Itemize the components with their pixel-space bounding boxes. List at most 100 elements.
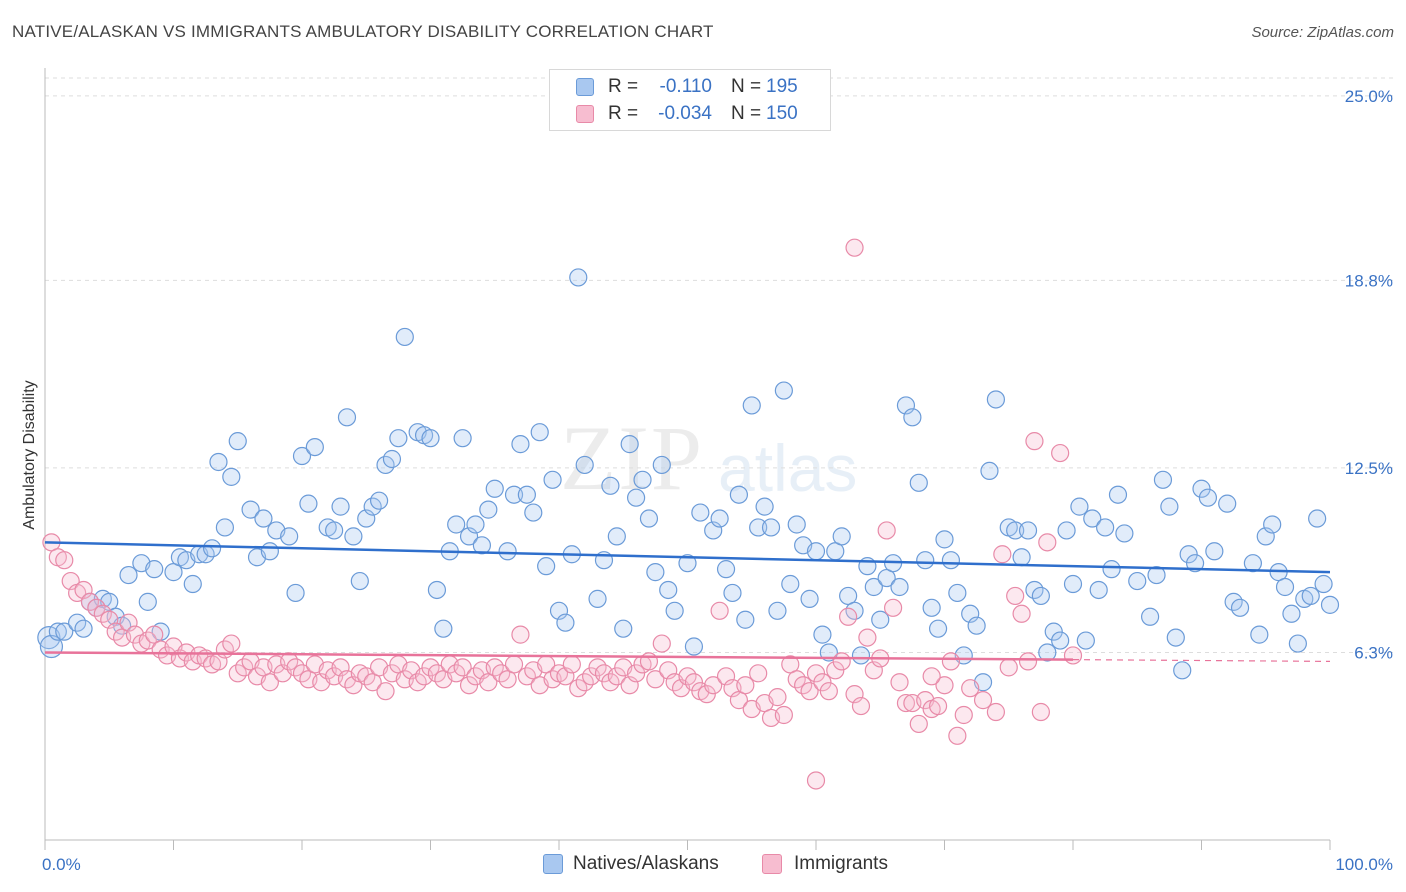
- immigrant-point: [973, 691, 993, 710]
- native-point: [941, 551, 961, 570]
- immigrant-point: [896, 693, 916, 713]
- immigrant-point: [1006, 586, 1025, 606]
- native-point: [768, 601, 787, 620]
- native-point: [1044, 622, 1063, 641]
- native-point: [286, 583, 305, 603]
- native-point: [1070, 497, 1089, 516]
- r-label: R =: [608, 103, 639, 124]
- native-point: [1108, 485, 1128, 504]
- native-point: [607, 527, 626, 546]
- native-point: [325, 521, 344, 540]
- native-point: [511, 435, 530, 454]
- native-point: [1057, 521, 1076, 540]
- legend-swatch-immigrants: [762, 854, 782, 874]
- immigrant-point: [883, 598, 903, 617]
- chart-title: NATIVE/ALASKAN VS IMMIGRANTS AMBULATORY …: [12, 22, 714, 41]
- native-point: [1166, 628, 1185, 647]
- native-point: [1263, 515, 1282, 534]
- stats-box: R = -0.110 N = 195 R = -0.034 N = 150: [549, 69, 831, 131]
- native-point: [1198, 488, 1218, 507]
- n-value: 150: [766, 103, 798, 124]
- native-point: [370, 491, 389, 510]
- native-point: [749, 518, 768, 537]
- x-tick-label: 100.0%: [1335, 855, 1393, 874]
- native-point: [626, 488, 646, 507]
- immigrants-swatch: [576, 105, 594, 123]
- native-point: [800, 589, 819, 608]
- immigrant-point: [260, 673, 279, 692]
- native-point: [1320, 595, 1340, 614]
- legend-label-immigrants: Immigrants: [794, 853, 888, 874]
- native-point: [646, 563, 665, 582]
- native-point: [1031, 586, 1050, 606]
- immigrant-point: [1031, 702, 1050, 722]
- immigrant-point: [890, 673, 909, 692]
- immigrant-point: [704, 676, 723, 695]
- immigrant-point: [813, 673, 832, 692]
- native-point: [145, 560, 164, 579]
- immigrant-point: [222, 634, 241, 653]
- immigrant-point: [459, 676, 479, 695]
- native-point: [421, 429, 440, 448]
- native-point: [556, 613, 575, 632]
- native-point: [183, 574, 202, 594]
- native-point: [1063, 574, 1083, 594]
- native-point: [948, 583, 967, 603]
- n-label: N =: [731, 103, 762, 124]
- immigrant-point: [1051, 443, 1070, 463]
- immigrant-point: [697, 685, 716, 704]
- r-value: -0.034: [658, 103, 712, 124]
- immigrant-point: [806, 664, 826, 683]
- immigrant-point: [774, 705, 793, 725]
- native-point: [472, 536, 491, 555]
- immigrant-point: [800, 682, 819, 701]
- y-tick-label: 18.8%: [1345, 271, 1393, 290]
- native-point: [1128, 571, 1147, 591]
- immigrant-point: [819, 682, 838, 701]
- native-point: [729, 485, 749, 504]
- immigrant-point: [858, 628, 877, 647]
- r-label: R =: [608, 76, 639, 97]
- immigrant-point: [922, 667, 941, 686]
- native-point: [1173, 661, 1192, 680]
- y-tick-label: 6.3%: [1354, 643, 1393, 662]
- x-tick-label: 0.0%: [42, 855, 81, 874]
- native-point: [639, 509, 659, 528]
- native-point: [1314, 574, 1333, 594]
- immigrant-point: [954, 705, 973, 725]
- immigrant-point: [562, 655, 581, 674]
- immigrant-point: [1018, 652, 1038, 671]
- native-point: [119, 565, 138, 585]
- legend-label-natives: Natives/Alaskans: [573, 853, 719, 874]
- native-point: [1096, 518, 1115, 537]
- native-point: [1243, 554, 1263, 573]
- native-point: [787, 515, 806, 534]
- native-point: [1288, 634, 1307, 653]
- native-point: [1230, 598, 1250, 617]
- immigrant-point: [1025, 432, 1044, 451]
- immigrant-point: [684, 673, 704, 692]
- native-point: [209, 452, 228, 472]
- native-point: [48, 622, 67, 641]
- immigrant-point: [832, 652, 851, 671]
- native-point: [620, 435, 639, 454]
- native-point: [138, 592, 157, 611]
- immigrant-point: [736, 676, 755, 695]
- immigrant-point: [1063, 646, 1083, 665]
- native-point: [871, 610, 890, 629]
- native-point: [331, 497, 350, 516]
- native-point: [344, 527, 363, 546]
- y-tick-label: 12.5%: [1345, 459, 1393, 478]
- immigrant-point: [652, 634, 671, 653]
- native-point: [389, 429, 408, 448]
- native-point: [1301, 586, 1320, 606]
- native-point: [215, 518, 234, 537]
- native-point: [716, 560, 736, 579]
- native-point: [1308, 509, 1327, 528]
- native-point: [537, 557, 556, 576]
- immigrant-point: [909, 714, 928, 734]
- native-point: [337, 408, 357, 427]
- immigrant-point: [845, 238, 864, 257]
- native-point: [1012, 548, 1031, 567]
- native-point: [427, 580, 447, 600]
